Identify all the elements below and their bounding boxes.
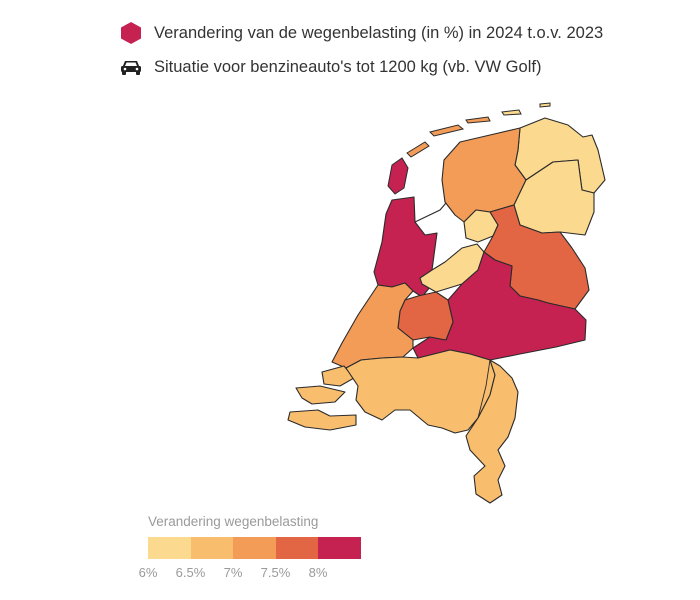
header-line-1: Verandering van de wegenbelasting (in %)… <box>118 16 603 50</box>
legend-color-scale <box>148 537 361 559</box>
header-line-2: Situatie voor benzineauto's tot 1200 kg … <box>118 50 603 84</box>
province-limburg <box>465 359 519 504</box>
car-icon <box>118 54 144 80</box>
border-brabant-limburg <box>477 359 491 419</box>
legend-swatch <box>233 537 276 559</box>
header: Verandering van de wegenbelasting (in %)… <box>118 16 603 84</box>
header-subtitle: Situatie voor benzineauto's tot 1200 kg … <box>154 57 542 76</box>
legend: Verandering wegenbelasting 6% 6.5% 7% 7.… <box>139 514 361 583</box>
province-noord-holland <box>373 196 438 298</box>
legend-swatch <box>148 537 191 559</box>
island-texel <box>387 157 409 195</box>
border-ijsselmeer-dike <box>414 202 447 223</box>
island-terschelling <box>429 124 465 137</box>
hexagon-icon <box>118 20 144 46</box>
island-ameland <box>465 116 491 124</box>
legend-swatch <box>318 537 361 559</box>
legend-swatch <box>275 537 318 559</box>
legend-ticks: 6% 6.5% 7% 7.5% 8% <box>139 565 361 583</box>
province-zuid-holland <box>331 282 414 369</box>
legend-tick: 6.5% <box>175 565 206 580</box>
legend-tick: 6% <box>138 565 158 580</box>
legend-tick: 8% <box>308 565 328 580</box>
legend-tick: 7% <box>223 565 243 580</box>
legend-swatch <box>190 537 233 559</box>
legend-title: Verandering wegenbelasting <box>148 514 319 529</box>
island-vlieland <box>406 141 430 158</box>
legend-tick: 7.5% <box>260 565 291 580</box>
island-rottumeroog <box>539 102 551 108</box>
header-title: Verandering van de wegenbelasting (in %)… <box>154 23 604 42</box>
island-schiermonnikoog <box>501 109 522 116</box>
province-zeeland <box>287 365 357 431</box>
province-noord-brabant <box>345 349 496 434</box>
